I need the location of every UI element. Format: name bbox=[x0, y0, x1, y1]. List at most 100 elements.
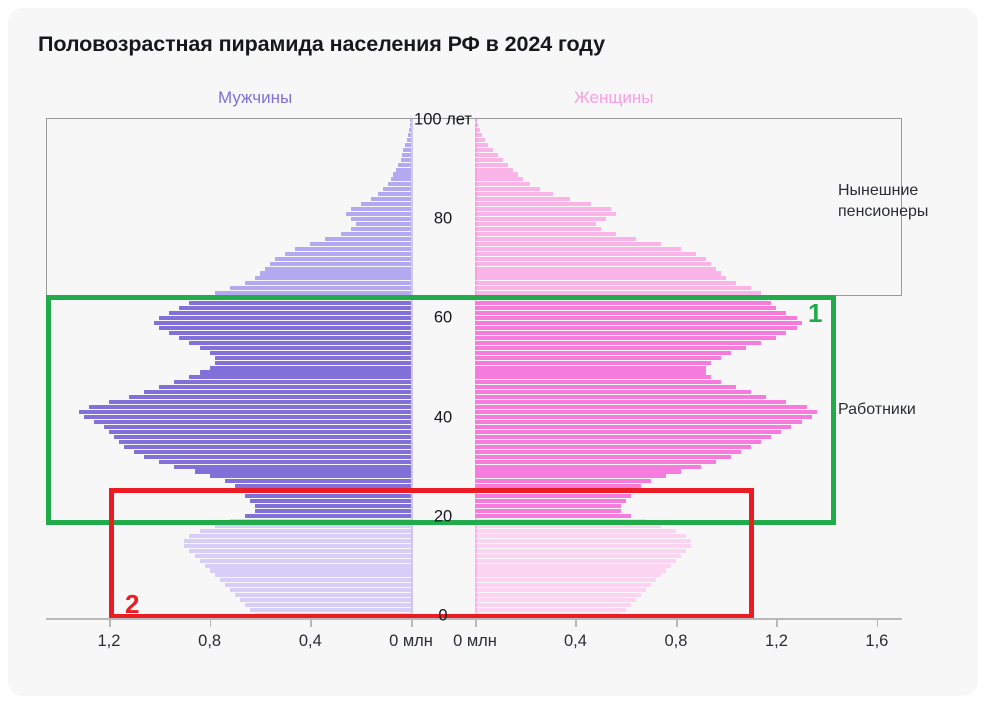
pyramid-bar bbox=[475, 548, 686, 553]
y-tick-label: 60 bbox=[433, 308, 453, 327]
pyramid-bar bbox=[475, 439, 762, 444]
pyramid-bar bbox=[475, 405, 807, 410]
pyramid-bar bbox=[403, 147, 411, 152]
pyramid-bar bbox=[325, 236, 411, 241]
pyramid-bar bbox=[169, 311, 411, 316]
pyramid-bar bbox=[475, 335, 777, 340]
pyramid-bar bbox=[475, 152, 498, 157]
pyramid-bar bbox=[475, 291, 762, 296]
pyramid-bar bbox=[475, 514, 631, 519]
pyramid-bar bbox=[475, 444, 752, 449]
pyramid-bar bbox=[259, 271, 411, 276]
pyramid-bar bbox=[214, 355, 411, 360]
pyramid-bar bbox=[388, 182, 411, 187]
pyramid-bar bbox=[244, 514, 411, 519]
pyramid-bar bbox=[350, 207, 411, 212]
pyramid-bar bbox=[475, 410, 817, 415]
pyramid-bar bbox=[378, 192, 411, 197]
x-tick-mark bbox=[876, 618, 879, 627]
pyramid-plot-area bbox=[46, 118, 902, 618]
pyramid-bar bbox=[224, 479, 411, 484]
pyramid-bar bbox=[475, 573, 661, 578]
pyramid-bar bbox=[475, 137, 485, 142]
pyramid-bar bbox=[475, 533, 686, 538]
pyramid-bar bbox=[350, 226, 411, 231]
pyramid-bar bbox=[103, 424, 411, 429]
pyramid-bar bbox=[475, 593, 641, 598]
x-tick-mark bbox=[209, 618, 212, 627]
pyramid-bar bbox=[475, 429, 782, 434]
pyramid-bar bbox=[134, 449, 411, 454]
pyramid-bar bbox=[189, 301, 411, 306]
pyramid-bar bbox=[234, 593, 411, 598]
pyramid-bar bbox=[410, 118, 411, 123]
pyramid-bar bbox=[409, 127, 411, 132]
pyramid-bar bbox=[475, 424, 792, 429]
pyramid-bar bbox=[475, 187, 541, 192]
pyramid-bar bbox=[475, 380, 722, 385]
pyramid-bar bbox=[475, 231, 616, 236]
pyramid-bar bbox=[383, 187, 411, 192]
pyramid-bar bbox=[475, 504, 621, 509]
pyramid-bar bbox=[475, 583, 651, 588]
pyramid-bar bbox=[475, 251, 697, 256]
pyramid-bar bbox=[475, 494, 631, 499]
pyramid-bar bbox=[229, 286, 411, 291]
pyramid-bar bbox=[194, 469, 411, 474]
y-tick-label: 0 bbox=[438, 606, 448, 625]
x-tick-label-female: 0,8 bbox=[664, 632, 688, 650]
pyramid-bar bbox=[199, 370, 411, 375]
pyramid-bar bbox=[475, 355, 722, 360]
pyramid-bar bbox=[475, 212, 616, 217]
pyramid-bar bbox=[475, 568, 666, 573]
pyramid-bar bbox=[475, 177, 523, 182]
pyramid-bar bbox=[234, 484, 411, 489]
pyramid-bar bbox=[475, 246, 681, 251]
pyramid-bar bbox=[83, 415, 411, 420]
chart-card: Половозрастная пирамида населения РФ в 2… bbox=[8, 8, 978, 696]
pyramid-bar bbox=[310, 241, 411, 246]
pyramid-bar bbox=[475, 118, 477, 123]
x-tick-label-male: 0,8 bbox=[198, 632, 222, 650]
pyramid-bar bbox=[407, 132, 411, 137]
pyramid-bar bbox=[179, 306, 411, 311]
pyramid-bar bbox=[475, 419, 802, 425]
y-tick-label: 80 bbox=[433, 209, 453, 228]
pyramid-bar bbox=[475, 345, 747, 350]
pyramid-bar bbox=[475, 415, 812, 420]
pyramid-bar bbox=[239, 598, 411, 603]
pyramid-bar bbox=[475, 385, 737, 390]
pyramid-bar bbox=[475, 474, 666, 479]
pyramid-bar bbox=[398, 162, 411, 167]
pyramid-bar bbox=[189, 340, 411, 345]
pyramid-bar bbox=[475, 276, 727, 281]
pyramid-bar bbox=[475, 509, 621, 514]
x-tick-mark bbox=[411, 618, 413, 627]
pyramid-bar bbox=[475, 236, 636, 241]
pyramid-bar bbox=[124, 444, 411, 449]
y-tick-label: 40 bbox=[433, 408, 453, 426]
pyramid-bar bbox=[209, 350, 411, 355]
pyramid-bar bbox=[475, 221, 596, 226]
pyramid-bar bbox=[475, 197, 571, 202]
pyramid-bar bbox=[295, 246, 411, 251]
pyramid-bar bbox=[475, 340, 762, 345]
pyramid-bar bbox=[400, 157, 411, 162]
pyramid-bar bbox=[475, 202, 591, 207]
pyramid-bar bbox=[475, 142, 488, 147]
pyramid-bar bbox=[189, 375, 411, 380]
pyramid-bar bbox=[174, 380, 411, 385]
pyramid-bar bbox=[169, 330, 411, 335]
pyramid-bar bbox=[475, 578, 656, 583]
pyramid-bar bbox=[475, 266, 717, 271]
pyramid-bar bbox=[475, 449, 742, 454]
pyramid-bar bbox=[340, 231, 411, 236]
x-tick-mark bbox=[575, 618, 578, 627]
pyramid-bar bbox=[475, 360, 712, 365]
pyramid-bar bbox=[406, 137, 411, 142]
pyramid-bar bbox=[475, 122, 478, 127]
pyramid-bar bbox=[270, 261, 411, 266]
pyramid-bar bbox=[475, 553, 681, 558]
annotation-number-2: 2 bbox=[125, 589, 140, 619]
